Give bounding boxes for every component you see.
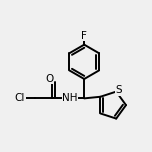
Text: S: S — [115, 85, 122, 95]
Text: NH: NH — [62, 93, 78, 103]
Text: O: O — [45, 74, 53, 84]
Text: Cl: Cl — [15, 93, 25, 103]
Text: F: F — [81, 31, 87, 41]
